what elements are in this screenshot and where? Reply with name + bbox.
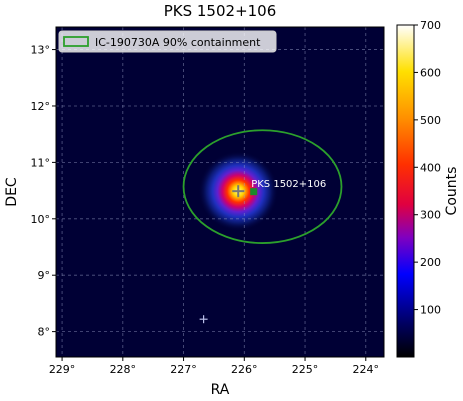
secondary-marker: [199, 315, 208, 324]
colorbar-tick-label: 300: [420, 209, 441, 222]
x-tick-label: 229°: [49, 363, 76, 376]
y-tick-label: 12°: [31, 100, 51, 113]
x-tick-label: 225°: [292, 363, 319, 376]
y-tick-label: 9°: [38, 269, 51, 282]
colorbar: [396, 24, 415, 358]
y-tick-label: 10°: [31, 213, 51, 226]
chart-title: PKS 1502+106: [164, 2, 277, 20]
y-tick-label: 13°: [31, 44, 51, 57]
x-axis-label: RA: [211, 382, 230, 398]
legend-label: IC-190730A 90% containment: [95, 36, 261, 49]
legend: IC-190730A 90% containment: [58, 30, 277, 53]
colorbar-ticks: 100 200 300 400 500 600 700: [414, 19, 441, 317]
x-tick-label: 226°: [231, 363, 258, 376]
plot-frame: [55, 26, 385, 358]
x-tick-label: 224°: [353, 363, 380, 376]
colorbar-tick-label: 700: [420, 19, 441, 32]
source-green-dot: [250, 188, 258, 196]
y-tick-label: 11°: [31, 156, 51, 169]
colorbar-tick-label: 600: [420, 66, 441, 79]
legend-ellipse-swatch: [63, 36, 89, 47]
x-tick-label: 227°: [170, 363, 197, 376]
y-tick-label: 8°: [38, 326, 51, 339]
colorbar-tick-label: 500: [420, 114, 441, 127]
colorbar-tick-label: 100: [420, 304, 441, 317]
x-tick-label: 228°: [110, 363, 137, 376]
colorbar-label: Counts: [444, 167, 460, 216]
source-marker: [232, 185, 258, 198]
x-axis-ticks: 229° 228° 227° 226° 225° 224°: [49, 357, 379, 376]
y-axis-ticks: 8° 9° 10° 11° 12° 13°: [31, 44, 56, 339]
colorbar-tick-label: 200: [420, 256, 441, 269]
containment-ellipse: [182, 129, 343, 244]
y-axis-label: DEC: [4, 177, 20, 207]
colorbar-tick-label: 400: [420, 161, 441, 174]
source-label: PKS 1502+106: [251, 179, 326, 190]
